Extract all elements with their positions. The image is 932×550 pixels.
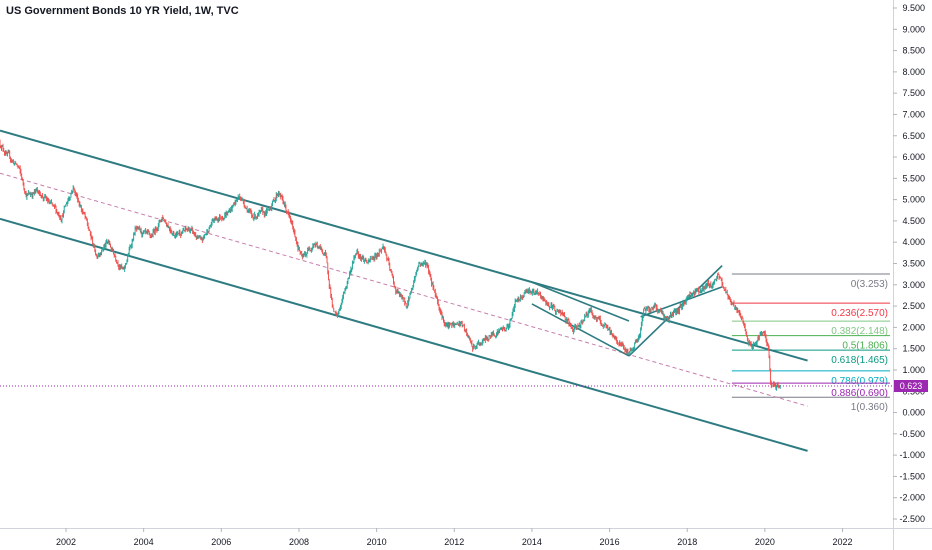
x-tick-label: 2004 [134, 537, 154, 547]
y-tick-label: 2.500 [902, 301, 925, 311]
y-tick-label: 1.000 [902, 365, 925, 375]
y-tick-label: 8.000 [902, 67, 925, 77]
rising-bottom-line [640, 286, 723, 318]
x-tick-label: 2018 [677, 537, 697, 547]
y-tick-label: 1.500 [902, 344, 925, 354]
y-tick-label: 6.500 [902, 131, 925, 141]
x-tick-label: 2010 [367, 537, 387, 547]
y-tick-label: 7.000 [902, 109, 925, 119]
y-tick-label: 4.000 [902, 237, 925, 247]
fib-level-label: 0.886(0.690) [831, 388, 888, 399]
fib-level-label: 1(0.360) [851, 402, 888, 413]
y-tick-label: -0.500 [899, 429, 925, 439]
x-tick-label: 2016 [600, 537, 620, 547]
x-tick-label: 2014 [522, 537, 542, 547]
fib-level-label: 0.5(1.806) [842, 341, 888, 352]
chart-title: US Government Bonds 10 YR Yield, 1W, TVC [6, 5, 239, 17]
wedge-top-line [531, 281, 630, 322]
plot-area: 0(3.253) 0.236(2.570) 0.382(2.148) 0.5(1.80… [0, 129, 893, 452]
y-tick-label: -2.500 [899, 514, 925, 524]
y-tick-label: 9.000 [902, 24, 925, 34]
y-tick-label: 3.000 [902, 280, 925, 290]
y-tick-label: -1.500 [899, 471, 925, 481]
x-tick-label: 2022 [833, 537, 853, 547]
x-tick-label: 2006 [211, 537, 231, 547]
y-tick-label: 7.500 [902, 88, 925, 98]
fib-level-label: 0(3.253) [851, 279, 888, 290]
y-tick-label: -2.000 [899, 493, 925, 503]
y-tick-label: 6.000 [902, 152, 925, 162]
fib-level-label: 0.382(2.148) [831, 326, 888, 337]
y-tick-label: 5.000 [902, 195, 925, 205]
y-tick-label: 4.500 [902, 216, 925, 226]
y-tick-label: -1.000 [899, 450, 925, 460]
y-tick-label: 0.000 [902, 408, 925, 418]
y-tick-label: 2.000 [902, 322, 925, 332]
channel-upper-line [0, 129, 808, 362]
x-tick-label: 2008 [289, 537, 309, 547]
fib-level-label: 0.786(0.979) [831, 376, 888, 387]
channel-mid-line [0, 172, 808, 407]
fib-level-label: 0.618(1.465) [831, 355, 888, 366]
y-tick-label: 5.500 [902, 173, 925, 183]
current-price-tag [894, 380, 928, 393]
y-tick-label: 9.500 [902, 3, 925, 13]
channel-lower-line [0, 217, 808, 452]
y-tick-label: 8.500 [902, 46, 925, 56]
x-tick-label: 2002 [56, 537, 76, 547]
current-price-value: 0.623 [900, 381, 923, 391]
x-tick-label: 2012 [444, 537, 464, 547]
wedge-bottom-line [531, 303, 630, 357]
y-tick-label: 3.500 [902, 259, 925, 269]
x-tick-label: 2020 [755, 537, 775, 547]
fib-level-label: 0.236(2.570) [831, 308, 888, 319]
